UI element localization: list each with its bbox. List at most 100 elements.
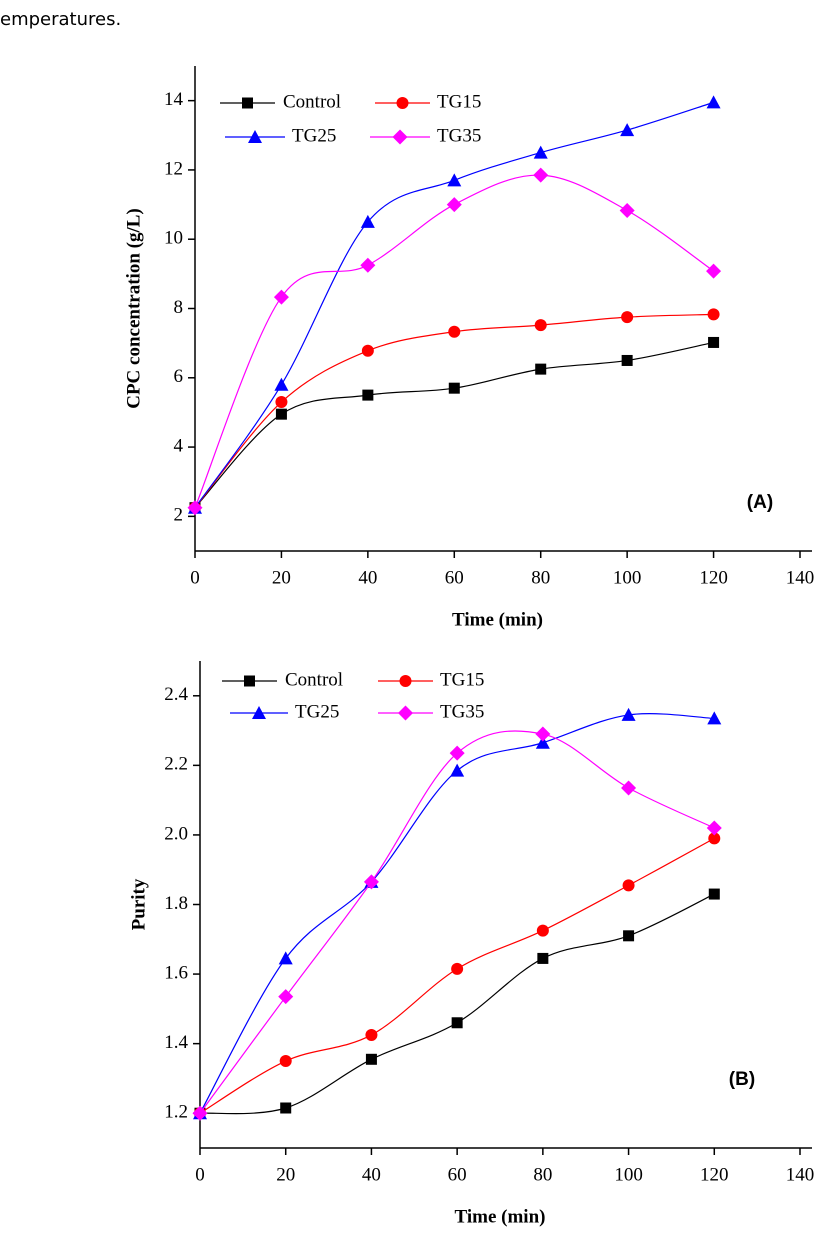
legend-marker [244, 675, 255, 687]
marker [187, 500, 203, 516]
y-tick-label: 2.4 [164, 684, 188, 705]
x-axis-label: Time (min) [452, 609, 543, 630]
marker [449, 745, 465, 761]
intro-text: emperatures. [0, 9, 121, 30]
marker [621, 354, 633, 366]
marker [535, 726, 551, 742]
marker [280, 1102, 292, 1114]
marker [533, 167, 549, 183]
y-tick-label: 2 [174, 505, 184, 526]
marker [706, 820, 722, 836]
x-tick-label: 140 [786, 1164, 815, 1185]
x-tick-label: 60 [448, 1164, 467, 1185]
series-line [194, 341, 714, 509]
marker [365, 1053, 377, 1065]
y-axis-label: Purity [128, 878, 149, 930]
legend-label: TG15 [440, 669, 484, 690]
marker [278, 951, 293, 965]
x-tick-label: 80 [533, 1164, 552, 1185]
x-tick-label: 40 [358, 567, 377, 588]
legend-marker [248, 130, 262, 143]
y-tick-label: 10 [164, 228, 183, 249]
marker [707, 711, 722, 725]
marker [362, 389, 374, 401]
y-tick-label: 12 [164, 158, 183, 179]
marker [534, 319, 547, 332]
marker [192, 1105, 208, 1121]
marker [533, 145, 548, 159]
legend-label: Control [283, 91, 341, 112]
marker [620, 123, 635, 137]
marker [365, 1028, 378, 1041]
y-tick-label: 1.8 [164, 893, 188, 914]
marker [619, 202, 635, 218]
series-line [199, 730, 715, 1114]
y-tick-label: 4 [174, 435, 184, 456]
marker [706, 263, 722, 279]
y-axis-label: CPC concentration (g/L) [123, 208, 144, 409]
marker [707, 308, 720, 321]
marker [621, 707, 636, 721]
marker [451, 962, 464, 975]
legend-label: TG15 [437, 91, 481, 112]
legend-marker [396, 97, 409, 109]
x-tick-label: 20 [272, 567, 291, 588]
marker [360, 257, 376, 273]
y-tick-label: 1.6 [164, 962, 188, 983]
y-tick-label: 1.4 [164, 1032, 188, 1053]
y-tick-label: 1.2 [164, 1102, 188, 1123]
marker [274, 377, 289, 391]
y-tick-label: 8 [174, 297, 184, 318]
x-tick-label: 0 [190, 567, 200, 588]
marker [450, 763, 465, 777]
x-tick-label: 120 [700, 1164, 729, 1185]
legend-marker [392, 129, 408, 145]
marker [706, 95, 721, 109]
legend-label: TG25 [292, 125, 336, 146]
legend-marker [242, 97, 253, 109]
legend-label: TG35 [440, 701, 484, 722]
marker [537, 952, 549, 964]
marker [708, 336, 720, 348]
marker [273, 289, 289, 305]
marker [363, 874, 379, 890]
marker [623, 930, 635, 942]
annotation: (A) [747, 492, 773, 513]
x-tick-label: 60 [445, 567, 464, 588]
marker [361, 344, 374, 357]
marker [535, 363, 547, 375]
marker [448, 382, 460, 394]
series-line [199, 837, 715, 1114]
x-tick-label: 100 [614, 1164, 643, 1185]
marker [446, 197, 462, 213]
marker [535, 735, 550, 749]
x-tick-label: 40 [362, 1164, 381, 1185]
marker [448, 325, 461, 338]
y-tick-label: 6 [174, 366, 184, 387]
x-tick-label: 140 [786, 567, 815, 588]
marker [447, 173, 462, 187]
x-tick-label: 100 [613, 567, 642, 588]
legend-marker [399, 675, 412, 687]
x-tick-label: 120 [699, 567, 728, 588]
marker [278, 989, 294, 1005]
x-tick-label: 0 [195, 1164, 205, 1185]
marker [275, 408, 287, 420]
marker [536, 924, 549, 937]
legend-label: TG25 [295, 701, 339, 722]
marker [708, 832, 721, 845]
x-tick-label: 20 [276, 1164, 295, 1185]
marker [279, 1055, 292, 1068]
series-line [199, 893, 715, 1115]
series-line [194, 313, 714, 509]
y-tick-label: 14 [164, 89, 184, 110]
series-line [194, 101, 714, 509]
legend-marker [252, 706, 266, 719]
marker [275, 396, 288, 409]
annotation: (B) [729, 1069, 755, 1090]
marker [360, 214, 375, 228]
marker [708, 888, 720, 900]
marker [451, 1017, 463, 1029]
legend-label: TG35 [437, 125, 481, 146]
